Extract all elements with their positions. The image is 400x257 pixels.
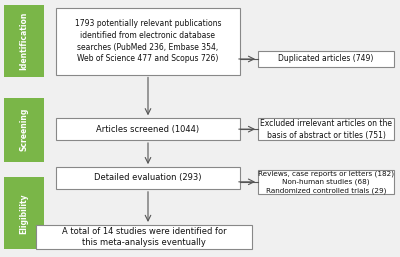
Text: Excluded irrelevant articles on the
basis of abstract or titles (751): Excluded irrelevant articles on the basi… <box>260 119 392 140</box>
Text: Eligibility: Eligibility <box>20 193 28 234</box>
Bar <box>258 170 394 194</box>
Text: A total of 14 studies were identified for
this meta-analysis eventually: A total of 14 studies were identified fo… <box>62 227 226 247</box>
Bar <box>56 8 240 75</box>
Bar <box>56 167 240 189</box>
Bar <box>36 225 252 249</box>
Text: 1793 potentially relevant publications
identified from electronic database
searc: 1793 potentially relevant publications i… <box>75 19 221 63</box>
Bar <box>4 98 44 162</box>
Bar <box>258 51 394 67</box>
Text: Detailed evaluation (293): Detailed evaluation (293) <box>94 173 202 182</box>
Bar <box>258 118 394 140</box>
Text: Duplicated articles (749): Duplicated articles (749) <box>278 54 374 63</box>
Bar <box>4 177 44 249</box>
Bar <box>4 5 44 77</box>
Text: Identification: Identification <box>20 12 28 70</box>
Text: Articles screened (1044): Articles screened (1044) <box>96 125 200 134</box>
Text: Screening: Screening <box>20 108 28 151</box>
Text: Reviews, case reports or letters (182)
Non-human studies (68)
Randomized control: Reviews, case reports or letters (182) N… <box>258 170 394 194</box>
Bar <box>56 118 240 140</box>
